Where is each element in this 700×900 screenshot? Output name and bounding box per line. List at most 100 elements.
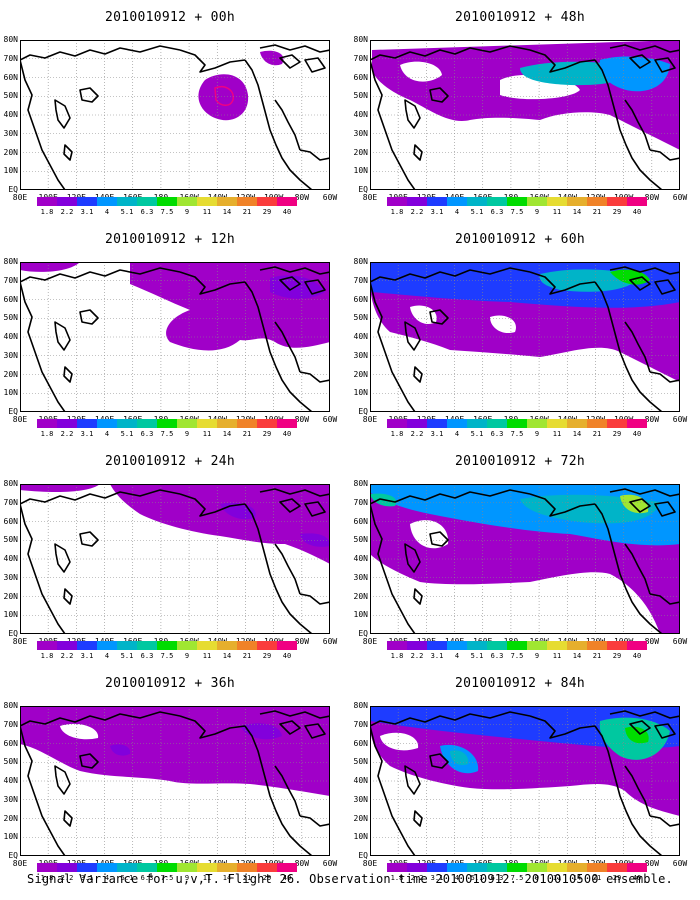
- coastline: [19, 45, 181, 61]
- latitude-label: 50N: [3, 757, 18, 767]
- map-area: 80N70N60N50N40N30N20N10NEQ80E100E120E140…: [4, 702, 338, 869]
- colorbar-tick-label: 9: [184, 208, 190, 216]
- latitude-label: 20N: [3, 369, 18, 379]
- colorbar-tick-label: 3.1: [430, 430, 444, 438]
- map-area: 80N70N60N50N40N30N20N10NEQ80E100E120E140…: [4, 480, 338, 647]
- colorbar-swatch: [157, 419, 177, 428]
- latitude-label: 80N: [353, 479, 368, 488]
- colorbar-ticks: 1.8 2.2 3.1 4 5.1 6.3 7.5 9 11 14 21 29 40: [37, 430, 297, 438]
- colorbar-swatch: [157, 197, 177, 206]
- variance-contour: [490, 315, 516, 334]
- colorbar-tick-label: 29: [262, 874, 272, 882]
- colorbar-tick-label: 21: [242, 430, 252, 438]
- colorbar-swatch: [627, 641, 647, 650]
- colorbar-tick-label: 5.1: [470, 874, 484, 882]
- panel-title: 2010010912 + 84h: [454, 676, 586, 691]
- colorbar-swatch: [487, 197, 507, 206]
- coastline: [609, 266, 681, 275]
- coastline: [279, 498, 301, 513]
- colorbar-swatch: [527, 863, 547, 872]
- colorbar-swatch: [547, 863, 567, 872]
- latitude-label: 50N: [353, 313, 368, 323]
- colorbar-ticks: 1.8 2.2 3.1 4 5.1 6.3 7.5 9 11 14 21 29 40: [37, 652, 297, 660]
- colorbar-swatch: [527, 419, 547, 428]
- colorbar-tick-label: 40: [282, 430, 292, 438]
- colorbar-tick-label: 2.2: [60, 652, 74, 660]
- variance-map: [19, 706, 331, 857]
- coastline: [54, 99, 71, 129]
- colorbar: [37, 419, 297, 428]
- coastline: [304, 57, 326, 73]
- colorbar-swatch: [587, 197, 607, 206]
- colorbar-swatch: [427, 863, 447, 872]
- coastline: [624, 99, 651, 151]
- colorbar-swatch: [487, 641, 507, 650]
- colorbar-swatch: [467, 863, 487, 872]
- coastline: [179, 271, 246, 295]
- coastline: [19, 267, 181, 283]
- figure-caption: Signal Variance for u,v,T. Flight 26. Ob…: [27, 872, 673, 886]
- colorbar-tick-label: 2.2: [410, 874, 424, 882]
- latitude-label: 80N: [3, 479, 18, 488]
- coastline: [629, 498, 651, 513]
- colorbar-tick-label: 7.5: [160, 430, 174, 438]
- colorbar-swatch: [157, 641, 177, 650]
- colorbar-tick-label: 4: [454, 874, 460, 882]
- colorbar-swatch: [137, 419, 157, 428]
- colorbar-tick-label: 2.2: [410, 208, 424, 216]
- colorbar: [387, 197, 647, 206]
- colorbar-swatch: [97, 419, 117, 428]
- coastline: [624, 765, 651, 817]
- colorbar-swatch: [177, 197, 197, 206]
- coastline: [63, 144, 73, 161]
- colorbar-tick-label: 14: [572, 430, 582, 438]
- colorbar-tick-label: 7.5: [510, 874, 524, 882]
- latitude-label: 10N: [3, 166, 18, 176]
- colorbar-ticks: 1.8 2.2 3.1 4 5.1 6.3 7.5 9 11 14 21 29 40: [387, 208, 647, 216]
- latitude-label: 40N: [353, 776, 368, 785]
- map-panel: 2010010912 + 84h 80N 70N 60N 50N 40N 30N 20N 10N…: [350, 666, 690, 888]
- coastline: [19, 489, 181, 505]
- panel-title: 2010010912 + 00h: [104, 10, 236, 25]
- colorbar-swatch: [117, 641, 137, 650]
- colorbar-tick-label: 5.1: [120, 208, 134, 216]
- coastline: [19, 725, 66, 857]
- colorbar-tick-label: 6.3: [140, 652, 154, 660]
- colorbar-swatch: [237, 641, 257, 650]
- colorbar-swatch: [387, 419, 407, 428]
- colorbar-tick-label: 40: [632, 430, 642, 438]
- colorbar-tick-label: 14: [222, 208, 232, 216]
- latitude-label: EQ: [8, 629, 18, 638]
- colorbar-swatch: [527, 641, 547, 650]
- coastline: [299, 815, 331, 827]
- longitude-label: 80W: [644, 859, 660, 868]
- colorbar-tick-label: 4: [104, 208, 110, 216]
- coastline: [649, 149, 681, 161]
- longitude-label: 60W: [672, 637, 688, 646]
- coastline: [19, 711, 181, 727]
- coastline: [649, 593, 681, 605]
- coastline: [19, 59, 66, 191]
- coastline: [63, 810, 73, 827]
- variance-contour: [625, 726, 649, 744]
- coastline: [179, 493, 246, 517]
- latitude-label: 80N: [353, 701, 368, 710]
- coastline: [244, 503, 313, 635]
- map-area: 80N70N60N50N40N30N20N10NEQ80E100E120E140…: [4, 258, 338, 425]
- latitude-label: 10N: [3, 388, 18, 398]
- coastline: [79, 753, 99, 769]
- colorbar-swatch: [467, 197, 487, 206]
- colorbar-tick-label: 7.5: [510, 652, 524, 660]
- colorbar-swatch: [407, 641, 427, 650]
- colorbar-swatch: [467, 641, 487, 650]
- colorbar-tick-label: 21: [592, 430, 602, 438]
- coastline: [594, 503, 663, 635]
- coastline: [369, 503, 416, 635]
- latitude-label: 50N: [3, 313, 18, 323]
- colorbar-swatch: [447, 863, 467, 872]
- map-panel: 2010010912 + 48h 80N 70N 60N 50N 40N 30N 20N 10N…: [350, 0, 690, 222]
- coastline: [54, 543, 71, 573]
- colorbar-tick-label: 4: [104, 874, 110, 882]
- colorbar-tick-label: 1.8: [390, 874, 404, 882]
- coastline: [529, 271, 596, 295]
